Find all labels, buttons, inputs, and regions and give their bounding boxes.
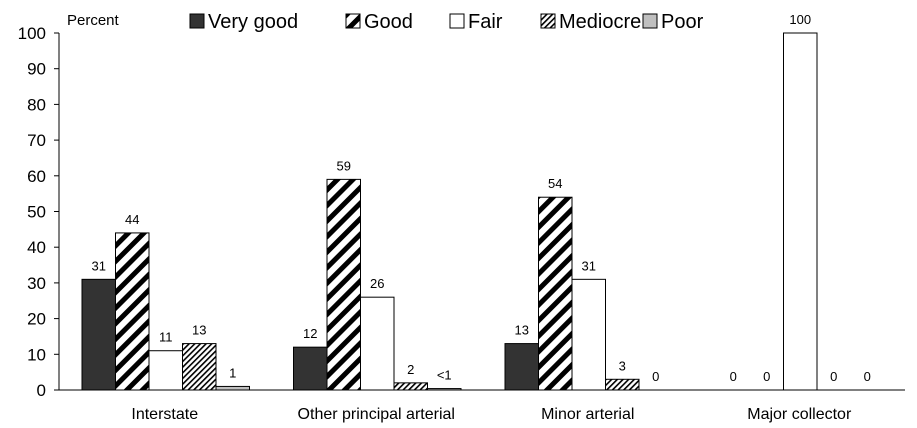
legend-label-good: Good: [364, 11, 413, 33]
legend-label-fair: Fair: [468, 11, 503, 33]
data-label: 2: [407, 362, 414, 377]
bar-mediocre: [605, 378, 640, 391]
category-label: Minor arterial: [541, 406, 634, 423]
legend-swatch-good: [345, 13, 361, 29]
y-tick-label: 80: [27, 95, 46, 114]
bar-good: [115, 232, 150, 391]
bar-fair: [360, 296, 395, 391]
bar-poor: [215, 385, 250, 391]
y-axis-label: Percent: [67, 12, 120, 29]
bar-fair: [148, 350, 183, 391]
legend-swatch-mediocre: [540, 13, 556, 29]
data-label: <1: [437, 368, 452, 383]
data-label: 0: [763, 369, 770, 384]
y-tick-label: 10: [27, 345, 46, 364]
category-labels: Interstate Other principal arterial Minor …: [131, 406, 852, 423]
y-tick-label: 20: [27, 310, 46, 329]
data-label: 31: [92, 258, 106, 273]
data-label: 59: [337, 158, 351, 173]
legend-label-mediocre: Mediocre: [559, 11, 641, 33]
data-label: 54: [548, 176, 562, 191]
bar-mediocre: [182, 343, 217, 391]
bar-mediocre: [393, 382, 428, 391]
legend-swatch-fair: [449, 13, 465, 29]
category-label: Interstate: [131, 406, 198, 423]
y-tick-label: 40: [27, 238, 46, 257]
data-label: 100: [789, 12, 811, 27]
data-label: 31: [582, 258, 596, 273]
bar-good: [326, 178, 361, 391]
bars: [81, 32, 818, 391]
bar-poor: [427, 388, 462, 391]
bar-very-good: [504, 343, 539, 391]
legend-label-very-good: Very good: [208, 11, 298, 33]
data-label: 44: [125, 212, 139, 227]
data-label: 1: [229, 365, 236, 380]
bar-fair: [783, 32, 818, 391]
y-tick-label: 0: [37, 381, 46, 400]
data-label: 0: [864, 369, 871, 384]
data-label: 13: [192, 323, 206, 338]
bar-fair: [571, 278, 606, 391]
data-label: 0: [652, 369, 659, 384]
legend-swatch-poor: [642, 13, 658, 29]
y-tick-label: 90: [27, 60, 46, 79]
legend-swatch-very-good: [189, 13, 205, 29]
category-label: Major collector: [747, 406, 852, 423]
category-label: Other principal arterial: [298, 406, 455, 423]
legend: Very good Good Fair Mediocre Poor: [189, 11, 704, 33]
bar-good: [538, 196, 573, 391]
data-label: 11: [159, 330, 173, 345]
y-tick-label: 50: [27, 203, 46, 222]
data-label: 0: [730, 369, 737, 384]
y-tick-label: 70: [27, 131, 46, 150]
data-label: 0: [830, 369, 837, 384]
y-tick-labels: 0 10 20 30 40 50 60 70 80 90 100: [18, 24, 46, 400]
legend-label-poor: Poor: [661, 11, 704, 33]
data-label: 13: [515, 323, 529, 338]
bar-very-good: [293, 346, 328, 391]
data-label: 3: [619, 358, 626, 373]
y-tick-label: 100: [18, 24, 46, 43]
y-tick-label: 60: [27, 167, 46, 186]
y-axis: [54, 32, 60, 391]
data-label: 26: [370, 276, 384, 291]
bar-very-good: [81, 278, 116, 391]
data-label: 12: [303, 326, 317, 341]
y-tick-label: 30: [27, 274, 46, 293]
